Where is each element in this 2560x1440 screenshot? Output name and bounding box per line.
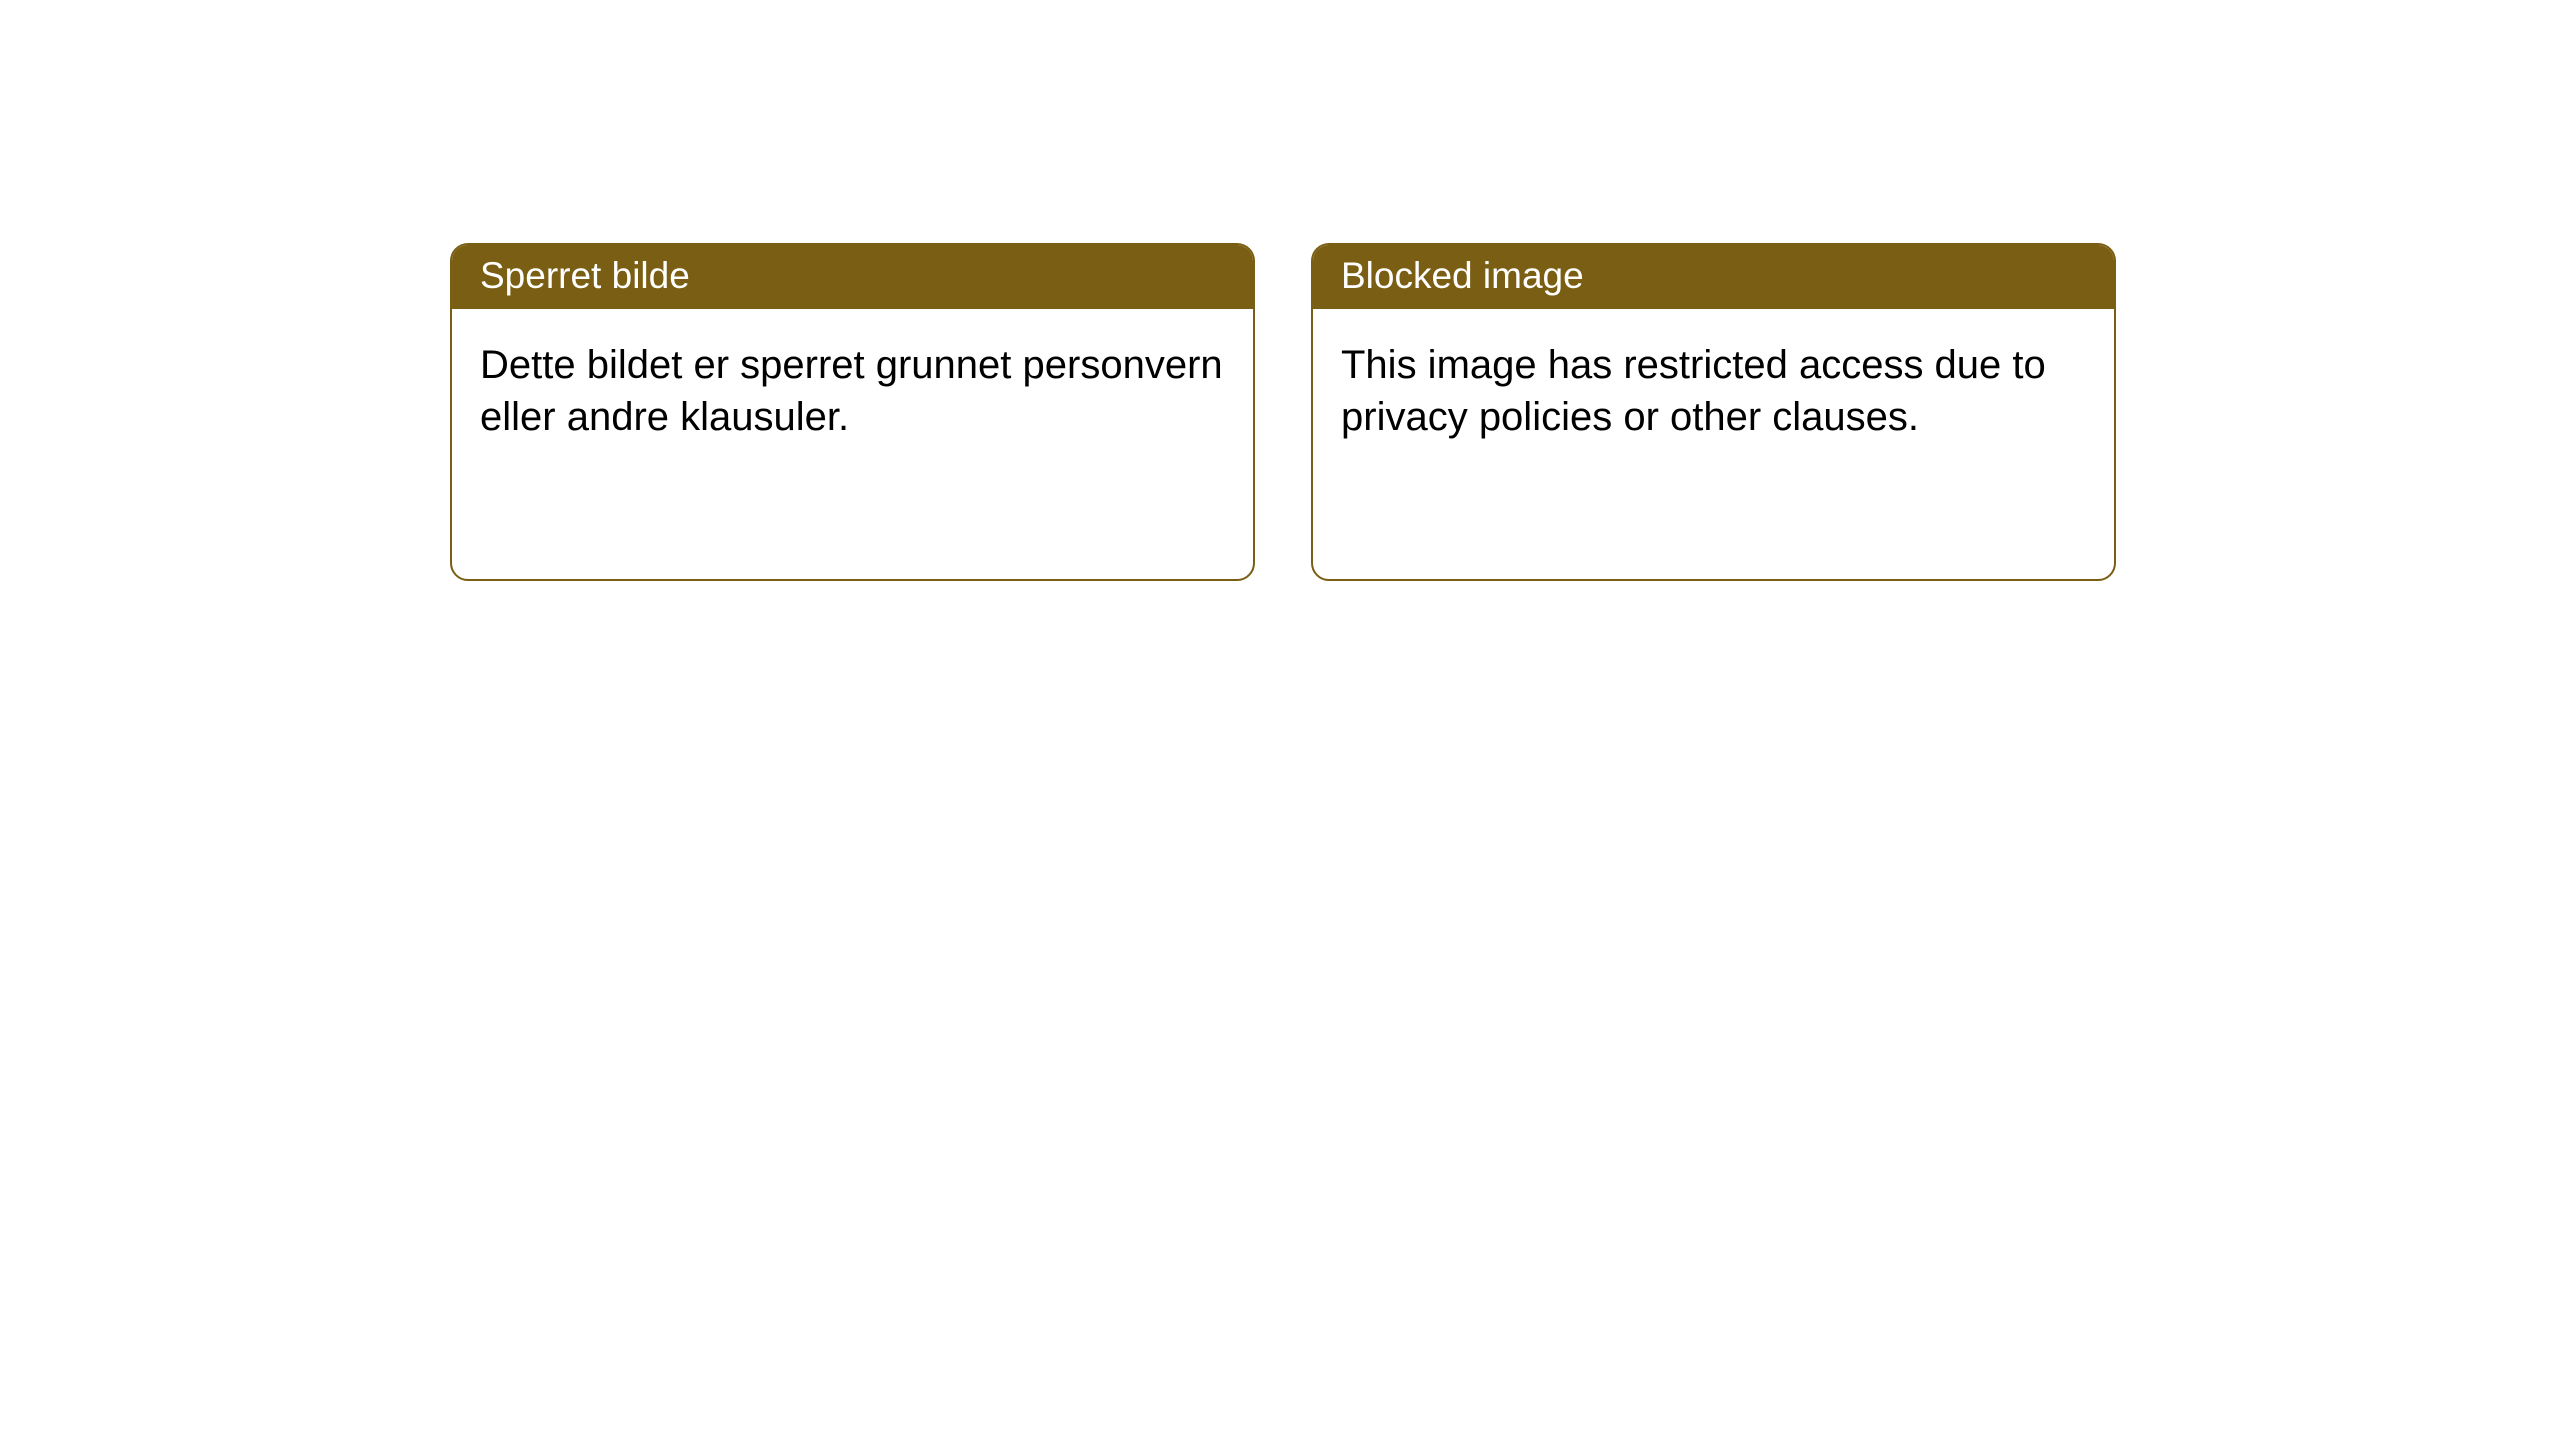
notice-title-en: Blocked image [1313, 245, 2114, 309]
notice-message-en: This image has restricted access due to … [1313, 309, 2114, 473]
notice-message-no: Dette bildet er sperret grunnet personve… [452, 309, 1253, 473]
notice-container: Sperret bilde Dette bildet er sperret gr… [0, 0, 2560, 581]
notice-panel-en: Blocked image This image has restricted … [1311, 243, 2116, 581]
notice-title-no: Sperret bilde [452, 245, 1253, 309]
notice-panel-no: Sperret bilde Dette bildet er sperret gr… [450, 243, 1255, 581]
